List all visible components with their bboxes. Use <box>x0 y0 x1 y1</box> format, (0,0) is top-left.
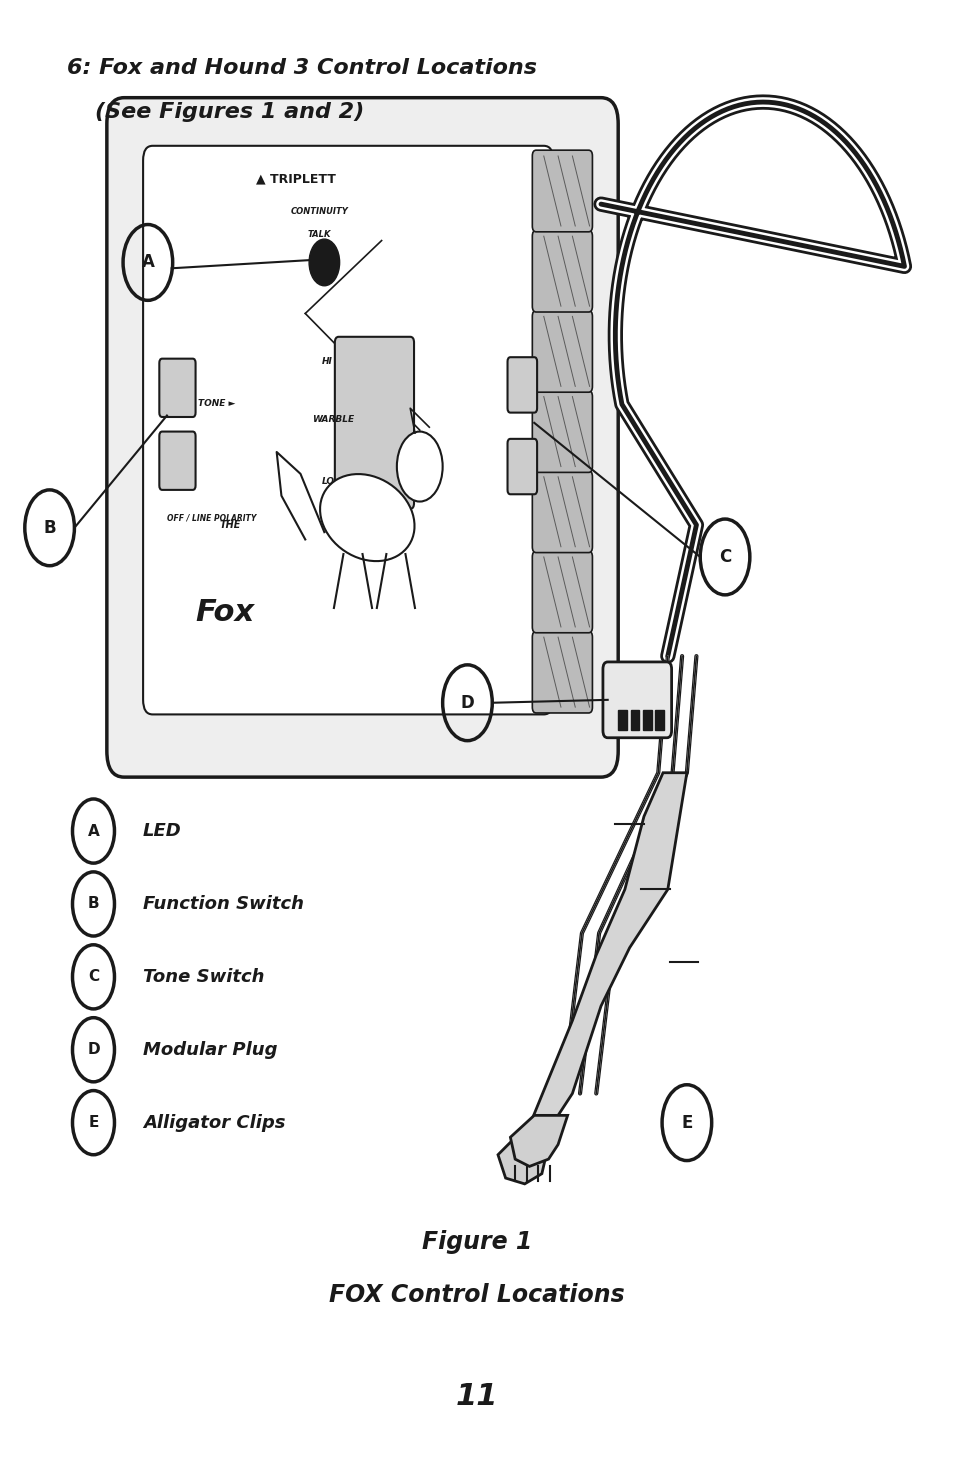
Text: Figure 1: Figure 1 <box>421 1231 532 1254</box>
Text: Alligator Clips: Alligator Clips <box>143 1114 285 1131</box>
FancyBboxPatch shape <box>532 230 592 312</box>
FancyBboxPatch shape <box>532 471 592 553</box>
Bar <box>642 710 651 730</box>
Text: Tone Switch: Tone Switch <box>143 968 264 986</box>
Bar <box>655 710 663 730</box>
Text: WARBLE: WARBLE <box>312 416 354 424</box>
Text: LO: LO <box>321 477 335 486</box>
Text: HI: HI <box>321 357 332 366</box>
Text: THE: THE <box>219 521 240 529</box>
Text: E: E <box>680 1114 692 1131</box>
FancyBboxPatch shape <box>532 150 592 232</box>
Text: A: A <box>141 254 154 271</box>
Text: B: B <box>43 519 56 537</box>
Text: C: C <box>88 970 99 984</box>
Bar <box>630 710 639 730</box>
FancyBboxPatch shape <box>143 146 553 714</box>
Polygon shape <box>497 1130 548 1184</box>
Circle shape <box>396 432 442 502</box>
Text: 11: 11 <box>456 1382 497 1411</box>
FancyBboxPatch shape <box>507 357 537 413</box>
FancyBboxPatch shape <box>335 337 414 509</box>
Text: FOX Control Locations: FOX Control Locations <box>329 1283 624 1306</box>
Text: OFF / LINE POLARITY: OFF / LINE POLARITY <box>167 513 256 522</box>
FancyBboxPatch shape <box>159 432 195 490</box>
Text: B: B <box>88 897 99 911</box>
Text: D: D <box>460 694 474 712</box>
FancyBboxPatch shape <box>507 439 537 494</box>
FancyBboxPatch shape <box>532 631 592 713</box>
Text: Function Switch: Function Switch <box>143 895 304 913</box>
Text: Fox: Fox <box>195 598 254 627</box>
FancyBboxPatch shape <box>107 98 618 777</box>
Text: Modular Plug: Modular Plug <box>143 1041 277 1059</box>
Text: 6: Fox and Hound 3 Control Locations: 6: Fox and Hound 3 Control Locations <box>67 58 537 79</box>
Text: A: A <box>88 824 99 838</box>
Circle shape <box>309 239 339 286</box>
FancyBboxPatch shape <box>532 311 592 392</box>
FancyBboxPatch shape <box>532 391 592 472</box>
Text: D: D <box>87 1042 100 1057</box>
Polygon shape <box>510 1115 567 1166</box>
Text: TONE ►: TONE ► <box>198 399 235 408</box>
Text: TALK: TALK <box>308 230 331 239</box>
Text: C: C <box>719 548 730 566</box>
Text: ▲ TRIPLETT: ▲ TRIPLETT <box>255 174 335 185</box>
FancyBboxPatch shape <box>602 662 671 738</box>
Text: LED: LED <box>143 822 182 840</box>
Bar <box>618 710 626 730</box>
Text: E: E <box>89 1115 98 1130</box>
Polygon shape <box>524 773 686 1137</box>
FancyBboxPatch shape <box>532 551 592 633</box>
FancyBboxPatch shape <box>159 359 195 417</box>
Text: CONTINUITY: CONTINUITY <box>291 207 348 216</box>
Text: (See Figures 1 and 2): (See Figures 1 and 2) <box>95 102 364 122</box>
Ellipse shape <box>320 474 414 561</box>
